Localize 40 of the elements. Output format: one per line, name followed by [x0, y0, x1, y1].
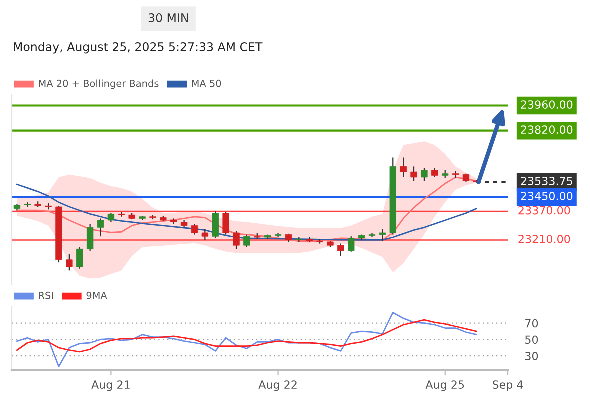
y-tick-label: 30 [526, 352, 538, 360]
ref-line-label: 23450.00 [521, 192, 573, 200]
ref-line-label: 23960.00 [521, 100, 573, 109]
x-tick-label: Sep 4 [492, 380, 524, 392]
text: 30 MIN [148, 13, 188, 22]
candlestick [368, 232, 376, 238]
candlestick [410, 166, 418, 182]
candlestick [76, 246, 84, 270]
x-tick-label: Aug 21 [92, 380, 130, 392]
ref-line-label: 23533.75 [521, 176, 572, 186]
candlestick [212, 210, 219, 239]
legend-label: MA 50 [192, 80, 222, 88]
y-tick-label: 50 [526, 336, 538, 344]
candlestick [452, 170, 460, 179]
candlestick [274, 232, 282, 238]
candlestick [421, 168, 428, 182]
candlestick [379, 228, 386, 242]
chart-subtitle: Monday, August 25, 2025 5:27:33 AM CET [14, 42, 263, 54]
candlestick [202, 228, 209, 241]
line-series [16, 319, 478, 353]
ref-line-label: 23370.00 [518, 206, 570, 215]
ref-line-label: 23210.00 [518, 235, 570, 244]
x-tick-label: Aug 25 [426, 380, 464, 392]
legend-label: 9MA [86, 292, 108, 300]
candlestick [222, 212, 230, 236]
candlestick [338, 243, 344, 257]
candlestick [86, 224, 94, 252]
candlestick [244, 234, 250, 248]
legend-label: MA 20 + Bollinger Bands [39, 80, 159, 90]
candlestick [400, 157, 407, 178]
y-tick-label: 70 [526, 319, 538, 328]
legend-label: RSI [39, 292, 54, 300]
candlestick [348, 236, 355, 252]
ref-line-label: 23820.00 [521, 126, 573, 134]
line-series [16, 312, 478, 368]
candlestick [97, 218, 104, 238]
x-tick-label: Aug 22 [258, 380, 297, 392]
candlestick [191, 224, 198, 236]
candlestick [66, 254, 73, 272]
candlestick [233, 230, 240, 250]
